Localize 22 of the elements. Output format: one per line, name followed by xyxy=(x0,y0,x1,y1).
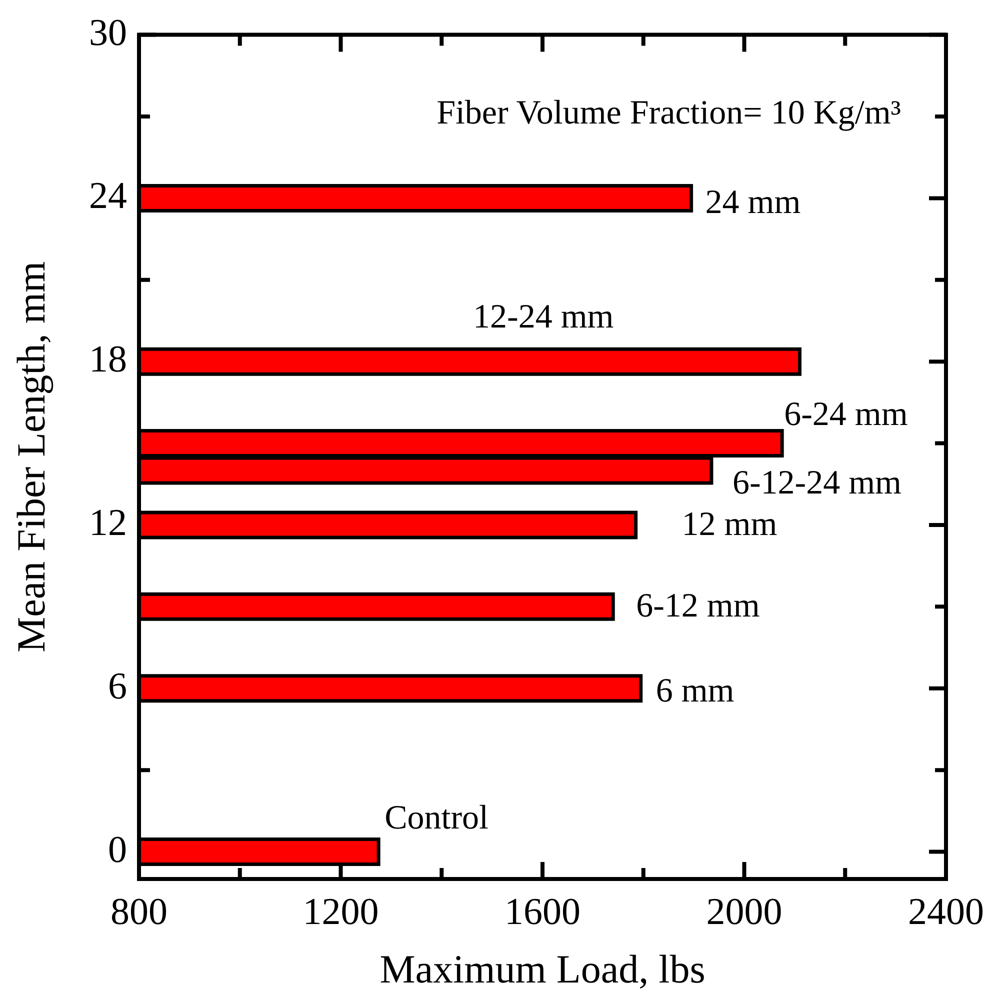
x-tick-label: 2400 xyxy=(908,890,984,933)
x-tick-label: 1200 xyxy=(302,890,379,933)
annotation: Control xyxy=(384,800,488,837)
y-tick-label: 0 xyxy=(108,828,127,871)
x-tick-label: 2000 xyxy=(706,890,782,933)
y-tick-label: 24 xyxy=(89,175,127,218)
x-tick-label: 800 xyxy=(110,890,168,933)
annotation: 12 mm xyxy=(682,506,778,543)
x-axis-title: Maximum Load, lbs xyxy=(380,946,706,992)
annotation: 6-12-24 mm xyxy=(732,464,902,502)
y-tick-label: 12 xyxy=(89,502,127,544)
annotation: 6 mm xyxy=(656,672,734,710)
annotation: 24 mm xyxy=(705,184,801,222)
y-axis-title: Mean Fiber Length, mm xyxy=(8,261,54,652)
y-tick-label: 18 xyxy=(89,338,127,381)
y-tick-label: 30 xyxy=(89,12,127,54)
annotation: 12-24 mm xyxy=(473,298,614,336)
x-tick-label: 1600 xyxy=(504,890,580,933)
annotation: Fiber Volume Fraction= 10 Kg/m³ xyxy=(436,94,901,132)
annotation: 6-24 mm xyxy=(784,396,908,434)
y-tick-label: 6 xyxy=(108,665,127,708)
annotation: 6-12 mm xyxy=(636,588,760,625)
